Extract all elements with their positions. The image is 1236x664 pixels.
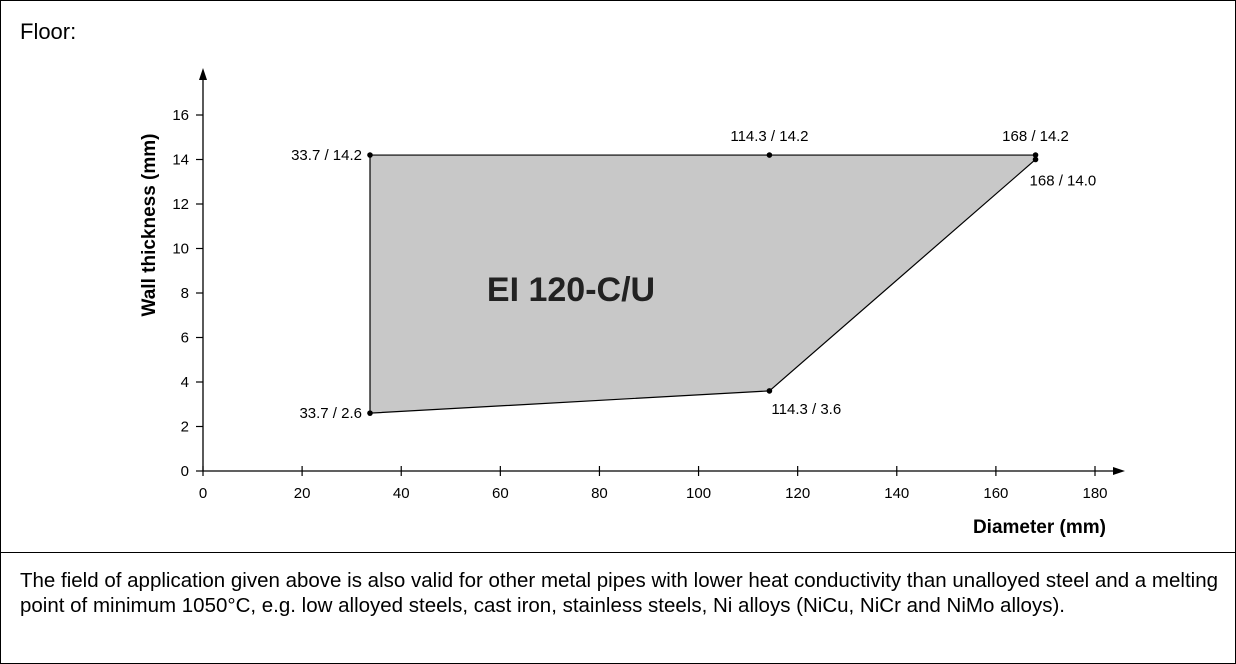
x-axis-arrow bbox=[1113, 467, 1125, 475]
y-tick-label: 2 bbox=[181, 419, 189, 436]
x-tick-label: 20 bbox=[294, 485, 311, 502]
application-field-chart: 33.7 / 14.2 114.3 / 14.2 168 / 14.2 168 / 1… bbox=[139, 68, 1125, 538]
x-axis-label: Diameter (mm) bbox=[973, 517, 1106, 538]
y-tick-label: 6 bbox=[181, 330, 189, 347]
y-tick-label: 14 bbox=[172, 152, 189, 169]
vertex-point bbox=[766, 152, 773, 158]
x-tick-label: 40 bbox=[393, 485, 410, 502]
y-tick-label: 8 bbox=[181, 285, 189, 302]
chart-cell: Floor: 33.7 / 14.2 114.3 / 14.2 168 / 14.2… bbox=[1, 1, 1235, 553]
x-tick-label: 140 bbox=[884, 485, 909, 502]
y-tick-label: 4 bbox=[181, 374, 189, 391]
x-axis-ticks: 0 20 40 60 80 100 120 140 160 180 bbox=[199, 466, 1108, 502]
vertex-label: 168 / 14.2 bbox=[1002, 128, 1069, 145]
vertex-point bbox=[367, 152, 373, 158]
vertex-label: 168 / 14.0 bbox=[1030, 173, 1097, 190]
vertex-point bbox=[367, 410, 373, 416]
vertex-label: 33.7 / 14.2 bbox=[291, 147, 362, 164]
y-tick-label: 10 bbox=[172, 241, 189, 258]
vertex-label: 114.3 / 14.2 bbox=[730, 128, 808, 145]
vertex-labels: 33.7 / 14.2 114.3 / 14.2 168 / 14.2 168 / 1… bbox=[291, 128, 1096, 422]
vertex-point bbox=[1032, 152, 1039, 158]
x-tick-label: 160 bbox=[983, 485, 1008, 502]
application-region bbox=[369, 154, 1037, 414]
y-tick-label: 0 bbox=[181, 463, 189, 480]
x-tick-label: 60 bbox=[492, 485, 509, 502]
x-tick-label: 100 bbox=[686, 485, 711, 502]
vertex-label: 33.7 / 2.6 bbox=[299, 405, 362, 422]
application-note: The field of application given above is … bbox=[20, 569, 1218, 617]
y-axis-label: Wall thickness (mm) bbox=[139, 133, 160, 316]
region-label: EI 120-C/U bbox=[487, 271, 655, 309]
region-vertices bbox=[367, 152, 1039, 416]
x-tick-label: 120 bbox=[785, 485, 810, 502]
x-tick-label: 80 bbox=[591, 485, 608, 502]
y-tick-label: 12 bbox=[172, 196, 189, 213]
y-axis-ticks: 0 2 4 6 8 10 12 14 16 bbox=[172, 107, 203, 480]
vertex-point bbox=[1032, 156, 1039, 163]
x-tick-label: 0 bbox=[199, 485, 207, 502]
section-label: Floor: bbox=[20, 19, 77, 44]
x-tick-label: 180 bbox=[1082, 485, 1107, 502]
vertex-point bbox=[766, 388, 773, 394]
y-axis-arrow bbox=[199, 68, 207, 80]
vertex-label: 114.3 / 3.6 bbox=[771, 401, 841, 418]
y-tick-label: 16 bbox=[172, 107, 189, 124]
